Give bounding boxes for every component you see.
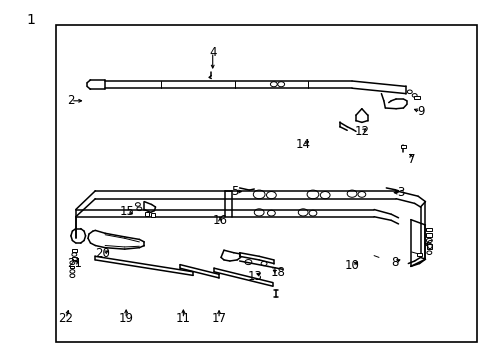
Bar <box>144 212 148 216</box>
Text: 18: 18 <box>270 266 285 279</box>
Text: 11: 11 <box>176 312 190 325</box>
Bar <box>426 244 431 249</box>
Text: 12: 12 <box>354 125 368 138</box>
Text: 21: 21 <box>67 257 81 270</box>
Bar <box>400 145 405 148</box>
Bar <box>150 213 154 217</box>
Bar <box>426 228 431 231</box>
Text: 3: 3 <box>396 186 404 199</box>
Text: 20: 20 <box>95 247 110 260</box>
Text: 10: 10 <box>344 259 359 272</box>
Bar <box>70 266 74 269</box>
Text: 15: 15 <box>120 205 134 218</box>
Text: 9: 9 <box>416 105 424 118</box>
Text: 22: 22 <box>59 312 73 325</box>
Bar <box>416 253 421 256</box>
Bar <box>413 96 419 99</box>
Text: 14: 14 <box>295 138 310 151</box>
Text: 2: 2 <box>67 94 75 107</box>
Text: 7: 7 <box>407 153 415 166</box>
Text: 13: 13 <box>247 270 262 283</box>
Text: 17: 17 <box>211 312 226 325</box>
Text: 4: 4 <box>208 46 216 59</box>
Text: 5: 5 <box>230 185 238 198</box>
Bar <box>56 25 476 342</box>
Bar <box>72 257 76 260</box>
Text: 16: 16 <box>212 214 227 227</box>
Text: 19: 19 <box>119 312 133 325</box>
Text: 6: 6 <box>425 239 432 252</box>
Bar <box>72 249 77 252</box>
Bar <box>426 233 431 237</box>
Text: 8: 8 <box>390 256 398 269</box>
Text: 1: 1 <box>27 13 36 27</box>
